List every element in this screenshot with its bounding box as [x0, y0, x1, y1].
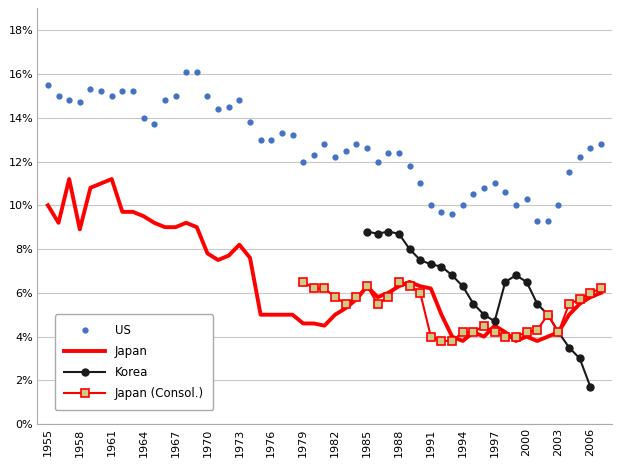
Korea: [512, 272, 520, 278]
Japan: [204, 251, 211, 256]
US: [597, 141, 604, 147]
Japan: [491, 323, 498, 328]
US: [204, 93, 211, 99]
Korea: [544, 312, 552, 318]
Korea: [427, 262, 435, 267]
Korea: [448, 272, 456, 278]
Line: Japan (Consol.): Japan (Consol.): [299, 278, 605, 345]
Korea: [491, 319, 498, 324]
Korea: [363, 229, 371, 234]
Korea: [406, 246, 414, 252]
US: [44, 82, 51, 88]
Line: Japan: Japan: [48, 179, 601, 341]
Korea: [555, 329, 562, 335]
Japan (Consol.): [544, 312, 552, 318]
Korea: [502, 279, 509, 285]
Japan (Consol.): [321, 286, 328, 291]
Japan (Consol.): [502, 334, 509, 339]
Japan: [406, 279, 414, 285]
Japan: [44, 202, 51, 208]
Korea: [395, 231, 402, 237]
US: [182, 69, 190, 74]
Japan (Consol.): [342, 301, 350, 306]
Japan (Consol.): [576, 297, 583, 302]
Japan (Consol.): [459, 329, 466, 335]
Japan (Consol.): [555, 329, 562, 335]
Korea: [470, 301, 477, 306]
Japan (Consol.): [587, 290, 594, 296]
Korea: [480, 312, 488, 318]
Korea: [374, 231, 381, 237]
Japan: [417, 284, 424, 289]
Japan (Consol.): [470, 329, 477, 335]
Japan (Consol.): [299, 279, 307, 285]
Japan (Consol.): [395, 279, 402, 285]
Japan: [384, 290, 392, 296]
US: [406, 163, 414, 169]
Korea: [533, 301, 541, 306]
Japan (Consol.): [353, 294, 360, 300]
Legend: US, Japan, Korea, Japan (Consol.): US, Japan, Korea, Japan (Consol.): [55, 314, 213, 410]
Korea: [438, 264, 445, 269]
Japan: [374, 294, 381, 300]
Japan (Consol.): [533, 327, 541, 333]
Japan (Consol.): [374, 301, 381, 306]
Line: US: US: [45, 69, 604, 224]
Japan (Consol.): [491, 329, 498, 335]
Japan (Consol.): [427, 334, 435, 339]
Japan (Consol.): [384, 294, 392, 300]
Japan (Consol.): [565, 301, 573, 306]
Japan (Consol.): [597, 286, 604, 291]
US: [384, 150, 392, 156]
Japan: [459, 338, 466, 344]
Japan (Consol.): [363, 284, 371, 289]
Korea: [417, 257, 424, 263]
Japan (Consol.): [523, 329, 530, 335]
Korea: [459, 284, 466, 289]
Japan (Consol.): [331, 294, 339, 300]
Korea: [587, 384, 594, 390]
Japan: [597, 290, 604, 296]
Korea: [523, 279, 530, 285]
Japan (Consol.): [512, 334, 520, 339]
US: [533, 218, 541, 223]
Korea: [576, 356, 583, 361]
US: [417, 180, 424, 186]
Japan (Consol.): [438, 338, 445, 344]
US: [374, 159, 381, 164]
Korea: [565, 345, 573, 350]
Japan (Consol.): [310, 286, 317, 291]
Japan: [66, 176, 73, 182]
Japan (Consol.): [448, 338, 456, 344]
Korea: [384, 229, 392, 234]
US: [480, 185, 488, 191]
Line: Korea: Korea: [363, 228, 594, 391]
Japan (Consol.): [480, 323, 488, 328]
Japan (Consol.): [417, 290, 424, 296]
Japan (Consol.): [406, 284, 414, 289]
